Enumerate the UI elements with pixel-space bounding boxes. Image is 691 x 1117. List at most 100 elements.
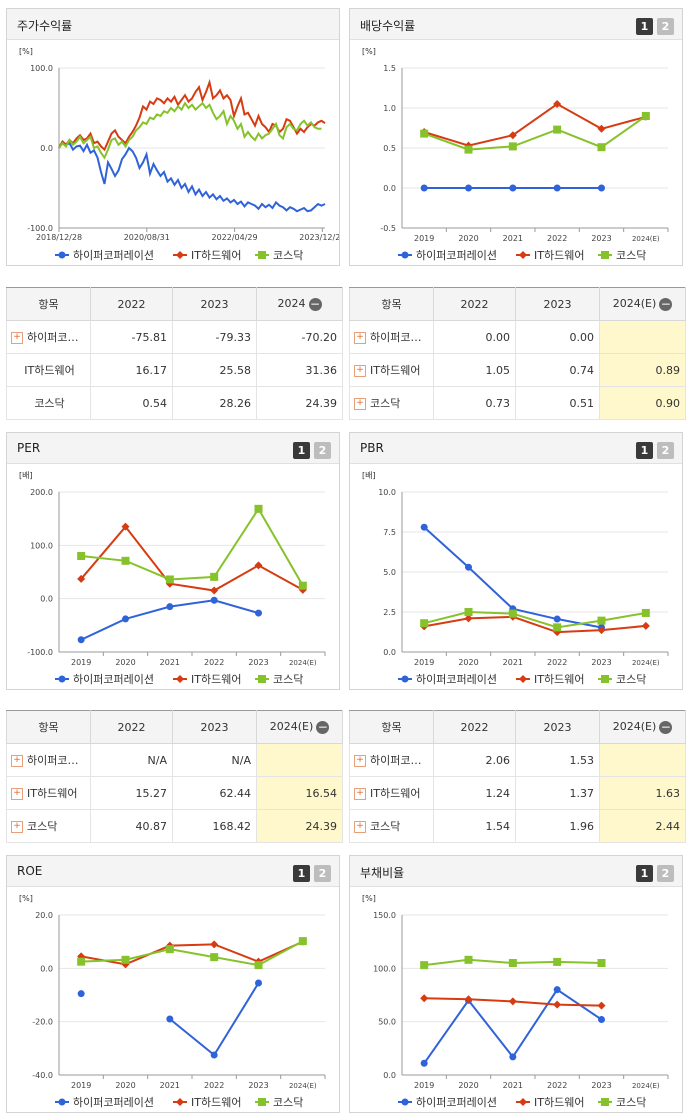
row-label[interactable]: + IT하드웨어: [349, 353, 434, 387]
data-point: [176, 1098, 184, 1106]
column-header: 2023: [515, 710, 600, 744]
unit-label: [%]: [19, 894, 33, 903]
column-header: 항목: [349, 287, 434, 321]
row-label[interactable]: + 코스닥: [6, 809, 91, 843]
data-point: [508, 997, 517, 1006]
column-header: 항목: [6, 710, 91, 744]
table-row: + IT하드웨어 1.05 0.74 0.89: [349, 353, 686, 387]
unit-label: [%]: [19, 47, 33, 56]
panel-title: PBR: [360, 441, 384, 455]
row-label[interactable]: + 하이퍼코…: [6, 743, 91, 777]
y-tick-label: 2.5: [383, 608, 396, 617]
view-1-button[interactable]: 1: [636, 18, 653, 35]
data-point: [121, 522, 130, 531]
x-tick-label: 2019: [71, 1081, 91, 1090]
legend-label: 하이퍼코퍼레이션: [73, 1095, 154, 1109]
legend-label: 코스닥: [616, 1096, 646, 1109]
view-2-button[interactable]: 2: [657, 442, 674, 459]
data-point: [165, 575, 174, 584]
row-label[interactable]: + 하이퍼코…: [6, 320, 91, 354]
y-tick-label: 20.0: [35, 911, 53, 920]
row-label[interactable]: + 코스닥: [349, 809, 434, 843]
table-cell: 168.42: [172, 809, 257, 843]
view-1-button[interactable]: 1: [636, 865, 653, 882]
legend-label: 코스닥: [616, 249, 646, 262]
panel-title: 부채비율: [360, 866, 405, 880]
data-point: [176, 251, 184, 259]
view-2-button[interactable]: 2: [314, 865, 331, 882]
y-tick-label: 7.5: [383, 528, 396, 537]
data-point: [553, 125, 562, 134]
expand-plus-icon[interactable]: +: [11, 821, 23, 833]
x-tick-label: 2024(E): [289, 1082, 317, 1090]
y-tick-label: 50.0: [378, 1018, 396, 1027]
expand-plus-icon[interactable]: +: [354, 755, 366, 767]
data-point: [254, 561, 263, 570]
y-tick-label: 0.0: [40, 964, 53, 973]
data-point: [420, 184, 428, 192]
per-chart: [배] 200.0 100.0 0.0 -100.0 2019 2020 2021 2022 20…: [19, 471, 326, 686]
data-point: [121, 960, 130, 969]
view-2-button[interactable]: 2: [657, 865, 674, 882]
view-1-button[interactable]: 1: [636, 442, 653, 459]
y-tick-label: 100.0: [30, 541, 53, 550]
collapse-column-icon[interactable]: −: [316, 719, 330, 734]
table-row: + 코스닥 40.87 168.42 24.39: [6, 809, 343, 843]
view-1-button[interactable]: 1: [293, 865, 310, 882]
collapse-column-icon[interactable]: −: [659, 296, 673, 311]
legend-label: 하이퍼코퍼레이션: [416, 1095, 497, 1109]
expand-plus-icon[interactable]: +: [354, 398, 366, 410]
data-point: [465, 184, 472, 192]
expand-plus-icon[interactable]: +: [11, 332, 23, 344]
legend-label: IT하드웨어: [534, 1095, 584, 1109]
collapse-column-icon[interactable]: −: [659, 719, 673, 734]
x-tick-label: 2021: [160, 1081, 180, 1090]
row-label[interactable]: + 코스닥: [349, 386, 434, 420]
expand-plus-icon[interactable]: +: [354, 821, 366, 833]
expand-plus-icon[interactable]: +: [354, 332, 366, 344]
data-point: [464, 955, 473, 964]
data-point: [210, 572, 219, 581]
y-tick-label: -0.5: [380, 224, 396, 233]
table-row: 코스닥 0.54 28.26 24.39: [6, 386, 343, 420]
view-1-button[interactable]: 1: [293, 442, 310, 459]
x-tick-label: 2024(E): [632, 659, 660, 667]
expand-plus-icon[interactable]: +: [354, 788, 366, 800]
collapse-column-icon[interactable]: −: [308, 296, 322, 311]
data-point: [641, 608, 650, 617]
row-label: IT하드웨어: [6, 353, 91, 387]
y-tick-label: 200.0: [30, 488, 53, 497]
x-tick-label: 2019: [414, 1081, 434, 1090]
series-line: [423, 610, 647, 629]
view-2-button[interactable]: 2: [657, 18, 674, 35]
data-point: [210, 586, 219, 595]
table-cell: 0.74: [515, 353, 600, 387]
expand-plus-icon[interactable]: +: [11, 788, 23, 800]
x-tick-label: 2020: [458, 1081, 478, 1090]
series-line: [169, 982, 260, 1057]
table-cell: 25.58: [172, 353, 257, 387]
stock-return-panel: 주가수익률 [%] 100.0 0.0 -100.0 2018/12/28 2020/08…: [6, 8, 345, 266]
data-point: [597, 124, 606, 133]
x-tick-label: 2021: [160, 658, 180, 667]
row-label[interactable]: + IT하드웨어: [349, 776, 434, 810]
x-tick-label: 2018/12/28: [36, 233, 82, 242]
row-label[interactable]: + 하이퍼코…: [349, 743, 434, 777]
data-point: [553, 1000, 562, 1009]
column-header: 2022: [433, 287, 516, 321]
data-point: [254, 504, 263, 513]
y-tick-label: 5.0: [383, 568, 396, 577]
expand-plus-icon[interactable]: +: [354, 365, 366, 377]
x-tick-label: 2021: [503, 1081, 523, 1090]
row-label[interactable]: + IT하드웨어: [6, 776, 91, 810]
legend-label: 하이퍼코퍼레이션: [73, 672, 154, 686]
y-tick-label: 1.0: [383, 104, 396, 113]
view-2-button[interactable]: 2: [314, 442, 331, 459]
row-label[interactable]: + 하이퍼코…: [349, 320, 434, 354]
y-tick-label: 0.0: [383, 648, 396, 657]
expand-plus-icon[interactable]: +: [11, 755, 23, 767]
data-point: [464, 145, 473, 154]
